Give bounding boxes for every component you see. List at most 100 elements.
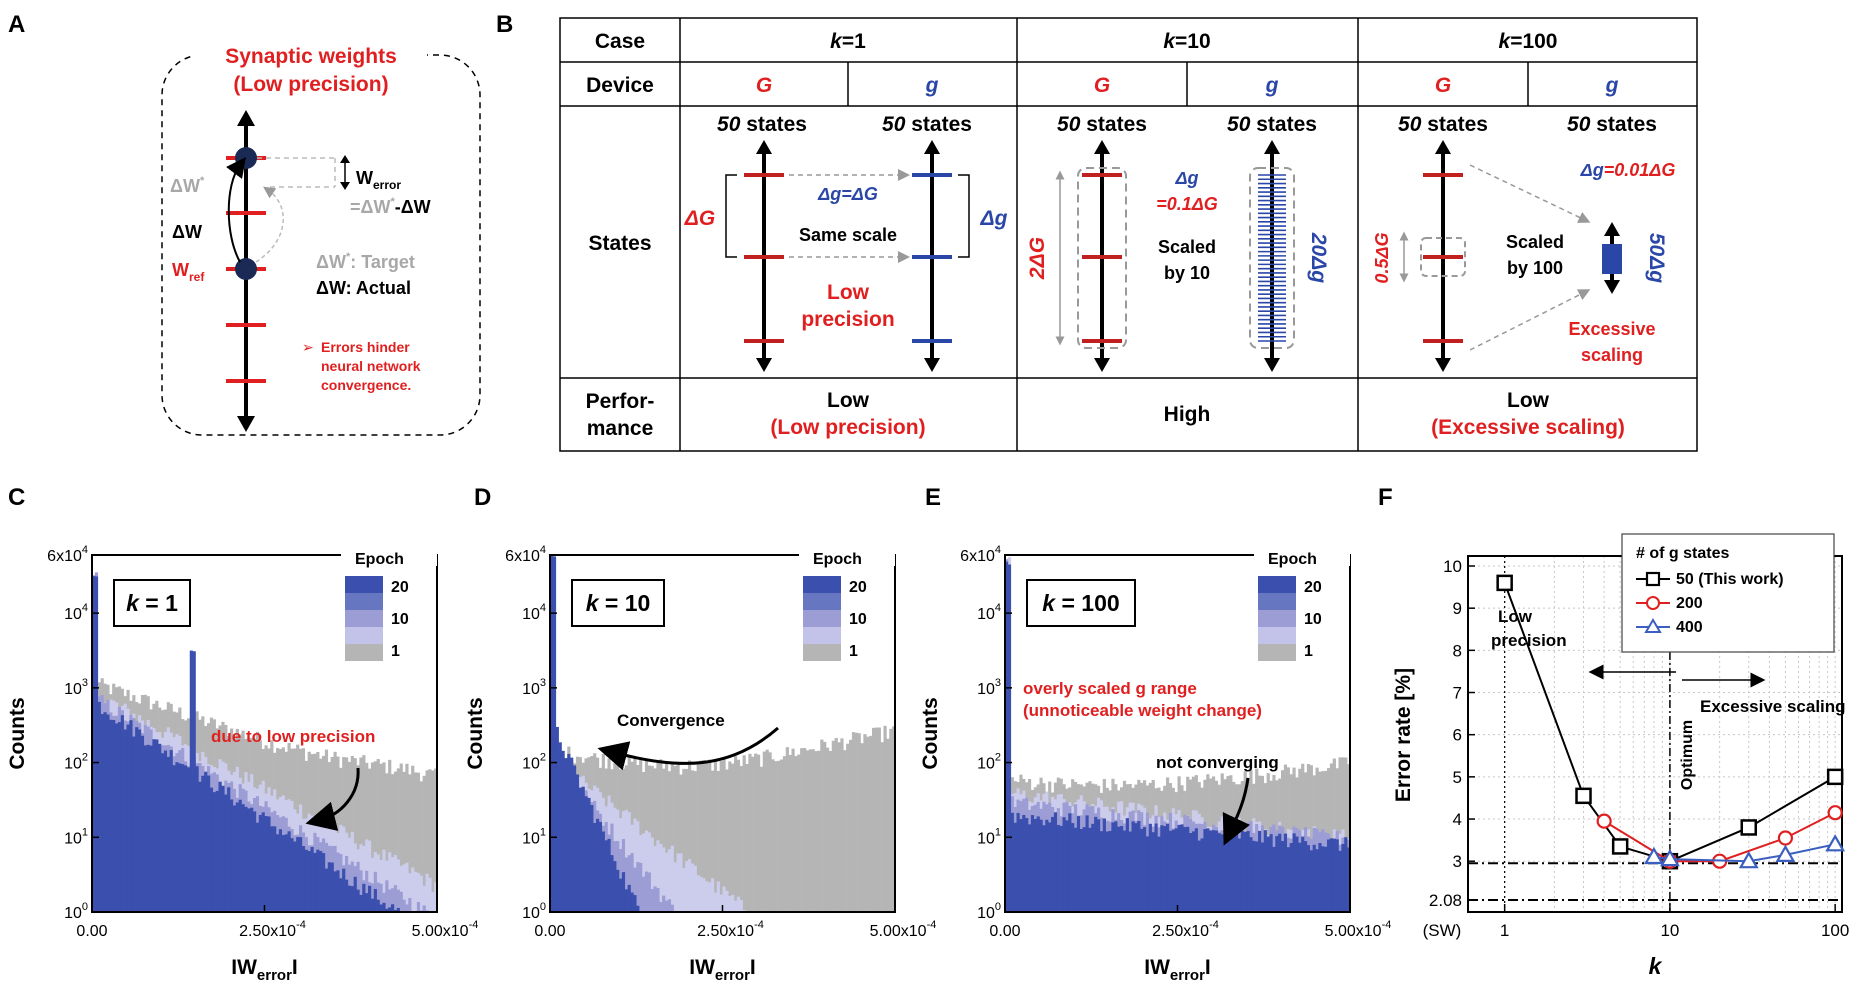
histogram-bar bbox=[653, 886, 657, 912]
histogram-bar bbox=[356, 861, 360, 912]
histogram-bar bbox=[316, 849, 320, 912]
histogram-bar bbox=[434, 768, 438, 912]
histogram-bar bbox=[880, 742, 884, 912]
histogram-bar bbox=[428, 769, 432, 912]
histogram-bar bbox=[564, 758, 568, 912]
histogram-bar bbox=[405, 862, 409, 912]
histogram-bar bbox=[1019, 819, 1023, 912]
svg-text:precision: precision bbox=[801, 308, 894, 331]
histogram-bar bbox=[1332, 838, 1336, 912]
histogram-bar bbox=[356, 765, 360, 912]
histogram-bar bbox=[1292, 833, 1296, 912]
histogram-bar bbox=[785, 747, 789, 912]
histogram-bar bbox=[1295, 836, 1299, 912]
histogram-bar bbox=[860, 743, 864, 912]
histogram-bar bbox=[347, 885, 352, 912]
legend-swatch bbox=[345, 627, 383, 644]
y-tick-label: 6 bbox=[1453, 726, 1462, 745]
histogram-bar bbox=[230, 799, 234, 912]
histogram-bar bbox=[598, 821, 603, 912]
histogram-bar bbox=[805, 750, 810, 912]
x-tick-label: 0.00 bbox=[989, 923, 1020, 940]
x-axis-label: IWerrorI bbox=[1144, 956, 1211, 984]
histogram-bar bbox=[376, 899, 380, 912]
histogram-bar bbox=[1266, 836, 1270, 912]
histogram-bar bbox=[745, 763, 749, 912]
svg-text:20Δg: 20Δg bbox=[1307, 232, 1330, 283]
histogram-bar bbox=[163, 750, 168, 912]
histogram-bar bbox=[1260, 842, 1265, 912]
data-point bbox=[1740, 819, 1758, 836]
histogram-bar bbox=[877, 727, 881, 912]
svg-text:Δg: Δg bbox=[1174, 168, 1198, 188]
histogram-bar bbox=[175, 762, 179, 912]
histogram-bar bbox=[1286, 847, 1290, 912]
series-triangle bbox=[1644, 834, 1846, 869]
histogram-bar bbox=[391, 888, 395, 912]
histogram-bar bbox=[725, 769, 729, 912]
histogram-bar bbox=[422, 905, 426, 912]
svg-text:Scaled: Scaled bbox=[1158, 237, 1216, 257]
histogram-bar bbox=[258, 814, 262, 912]
histogram-bar bbox=[1306, 845, 1311, 912]
histogram-bar bbox=[1229, 830, 1233, 912]
target-legend: ΔW*: Target bbox=[316, 251, 415, 272]
histogram-bar bbox=[1186, 826, 1190, 912]
histogram-bar bbox=[416, 901, 421, 912]
histogram-bar bbox=[828, 750, 833, 912]
data-point bbox=[1660, 848, 1680, 867]
histogram-bar bbox=[650, 889, 654, 912]
svg-text:Δg=ΔG: Δg=ΔG bbox=[817, 184, 878, 204]
histogram-bar bbox=[713, 892, 718, 912]
histogram-bar bbox=[434, 882, 438, 912]
histogram-bar bbox=[103, 712, 107, 912]
histogram-bar bbox=[1137, 820, 1141, 912]
histogram-bar bbox=[1085, 815, 1089, 912]
histogram-bar bbox=[1154, 823, 1158, 912]
histogram-bar bbox=[402, 771, 406, 912]
perf-k1-reason: (Low precision) bbox=[770, 416, 925, 439]
histogram-bar bbox=[570, 757, 574, 912]
histogram-bar bbox=[396, 859, 400, 912]
histogram-bar bbox=[359, 894, 363, 912]
histogram-bar bbox=[301, 846, 306, 912]
histogram-bar bbox=[702, 878, 706, 912]
histogram-bar bbox=[382, 762, 386, 912]
histogram-bar bbox=[1341, 843, 1345, 912]
y-tick-label: 100 bbox=[977, 901, 1001, 922]
device-g-k1: g bbox=[925, 74, 939, 97]
svg-text:50 states: 50 states bbox=[717, 113, 807, 136]
y-tick-label: 6x104 bbox=[505, 544, 546, 565]
histogram-bar bbox=[241, 804, 245, 912]
histogram-bar bbox=[682, 768, 686, 912]
y-tick-label: 9 bbox=[1453, 599, 1462, 618]
device-g-k10: g bbox=[1265, 74, 1279, 97]
histogram-bar bbox=[1180, 824, 1184, 912]
data-point bbox=[1738, 850, 1759, 869]
histogram-bar bbox=[647, 872, 651, 912]
histogram-bar bbox=[405, 904, 409, 912]
histogram-bar bbox=[558, 742, 562, 912]
k-label-box bbox=[1026, 579, 1136, 627]
histogram-bar bbox=[1249, 837, 1253, 912]
histogram-bar bbox=[846, 743, 850, 912]
note-bullet: ➢ bbox=[302, 339, 314, 355]
histogram-bar bbox=[379, 763, 383, 912]
annotation-unnoticeable: (unnoticeable weight change) bbox=[1023, 701, 1262, 720]
histogram-bar bbox=[396, 907, 400, 912]
histogram-bar bbox=[685, 768, 689, 912]
histogram-bar bbox=[708, 882, 712, 912]
y-tick-label: 100 bbox=[64, 901, 88, 922]
histogram-bar bbox=[854, 732, 858, 912]
panel-letter-a: A bbox=[8, 11, 25, 38]
histogram-bar bbox=[1309, 850, 1313, 912]
histogram-bar bbox=[149, 745, 153, 912]
legend-swatch bbox=[345, 576, 383, 593]
annotation-low-precision: due to low precision bbox=[211, 727, 375, 746]
legend-swatch bbox=[345, 644, 383, 661]
histogram-bar bbox=[362, 755, 366, 912]
histogram-bar bbox=[235, 802, 239, 912]
histogram-bar bbox=[872, 727, 876, 912]
histogram-bar bbox=[1275, 836, 1279, 912]
histogram-bar bbox=[624, 857, 628, 912]
